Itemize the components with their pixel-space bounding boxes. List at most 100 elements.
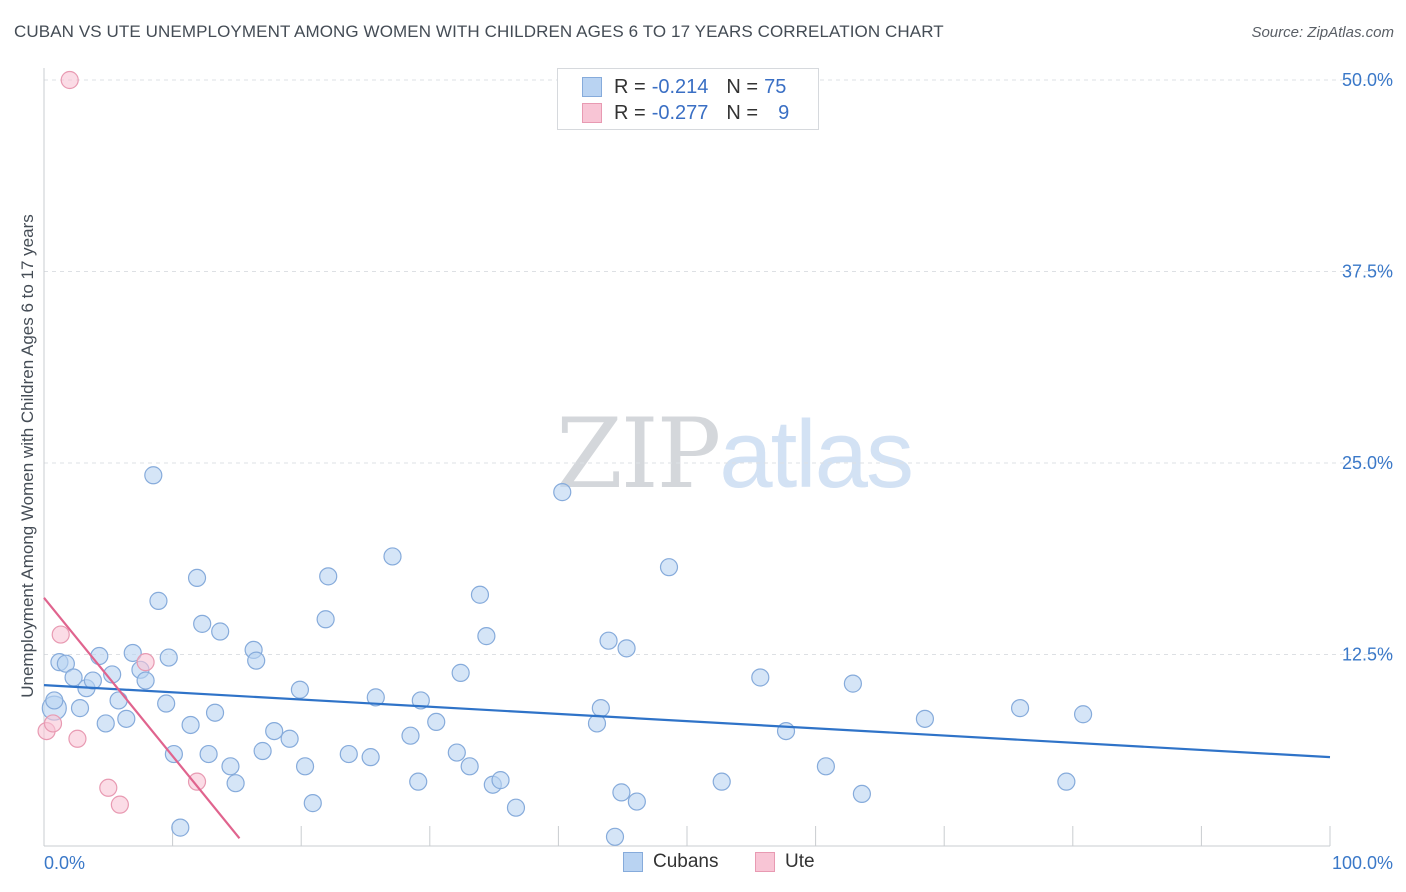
cubans-swatch (623, 852, 643, 872)
cubans-point (1057, 772, 1076, 791)
cubans-point (451, 663, 470, 682)
legend-row-cubans: R = -0.214 N = 75 (582, 74, 786, 100)
ute-trend-line (43, 597, 241, 840)
cubans-point (427, 712, 446, 732)
cubans-point (401, 726, 420, 745)
chart-title: CUBAN VS UTE UNEMPLOYMENT AMONG WOMEN WI… (14, 22, 944, 41)
cubans-point (164, 744, 183, 764)
cubans-trend-line (43, 684, 1331, 759)
cubans-point (90, 646, 109, 666)
legend-item-ute[interactable]: Ute (755, 851, 815, 873)
cubans-point (366, 688, 385, 707)
cubans-point (411, 691, 430, 710)
cubans-point (149, 591, 168, 610)
n-value: 9 (778, 101, 790, 124)
ute-point (99, 778, 118, 797)
cubans-point (159, 648, 178, 667)
cubans-point (339, 744, 358, 764)
cubans-point (144, 466, 163, 485)
cubans-point (193, 614, 212, 633)
cubans-point (83, 671, 102, 690)
cubans-point (123, 643, 142, 663)
cubans-point (852, 784, 871, 804)
cubans-point (599, 631, 618, 650)
legend-label: Cubans (653, 851, 719, 872)
ute-point (68, 729, 87, 748)
cubans-point (591, 699, 610, 718)
cubans-point (776, 721, 796, 741)
cubans-point (96, 714, 115, 733)
cubans-point (491, 771, 510, 790)
ute-point (136, 653, 155, 672)
watermark: ZIPatlas (556, 398, 914, 510)
cubans-point (506, 798, 526, 817)
cubans-point (265, 721, 284, 741)
cubans-point (226, 774, 245, 793)
ute-point (43, 714, 63, 733)
cubans-point (409, 772, 428, 791)
legend-label: Ute (785, 851, 815, 872)
cubans-point (383, 547, 402, 566)
cubans-point (253, 741, 272, 761)
cubans-point (915, 709, 935, 728)
ute-point (187, 772, 207, 791)
n-label: N = (726, 75, 759, 98)
n-value: 75 (764, 75, 787, 98)
cubans-point (221, 757, 240, 776)
cubans-point (45, 691, 64, 710)
cubans-point (56, 654, 75, 673)
ute-point (60, 70, 79, 90)
cubans-point (109, 691, 128, 710)
cubans-swatch (582, 77, 602, 97)
cubans-point (316, 610, 335, 629)
cubans-point (712, 772, 731, 791)
r-label: R = (614, 101, 646, 124)
cubans-point (290, 680, 310, 699)
cubans-point (1073, 705, 1093, 724)
legend-item-cubans[interactable]: Cubans (623, 851, 719, 873)
cubans-point (751, 668, 770, 687)
ute-swatch (582, 103, 602, 123)
cubans-point (460, 757, 479, 776)
cubans-point (843, 674, 862, 693)
cubans-point (157, 694, 176, 713)
correlation-legend: R = -0.214 N = 75 R = -0.277 N = 9 (557, 68, 819, 130)
cubans-point (319, 567, 338, 586)
cubans-point (187, 568, 207, 588)
cubans-point (211, 622, 230, 641)
cubans-point (627, 792, 646, 811)
n-label: N = (726, 101, 759, 124)
cubans-point (247, 651, 266, 670)
y-tick-label: 37.5% (1342, 262, 1393, 282)
x-tick-label: 100.0% (1332, 853, 1393, 873)
y-tick-label: 25.0% (1342, 453, 1393, 473)
watermark-zip: ZIP (556, 398, 721, 510)
cubans-point (199, 744, 218, 764)
cubans-point (181, 715, 200, 735)
cubans-point (605, 827, 625, 846)
cubans-point (447, 743, 466, 762)
cubans-point (205, 703, 225, 722)
legend-row-ute: R = -0.277 N = 9 (582, 100, 789, 126)
cubans-point (361, 748, 380, 767)
cubans-point (295, 757, 315, 776)
ute-point (51, 625, 70, 644)
ute-point (110, 795, 129, 814)
cubans-point (70, 699, 90, 718)
r-value: -0.214 (651, 75, 709, 98)
r-value: -0.277 (651, 101, 709, 124)
cubans-point (816, 757, 835, 776)
cubans-point (117, 709, 136, 728)
cubans-point (553, 483, 572, 502)
cubans-point (1010, 699, 1030, 718)
cubans-point (303, 794, 322, 813)
y-tick-label: 12.5% (1342, 645, 1393, 665)
cubans-point (617, 639, 636, 658)
r-label: R = (614, 75, 646, 98)
series-legend: Cubans Ute (0, 851, 1406, 877)
watermark-atlas: atlas (719, 401, 914, 508)
source-credit: Source: ZipAtlas.com (1251, 24, 1394, 41)
y-tick-label: 50.0% (1342, 70, 1393, 90)
x-tick-label: 0.0% (44, 853, 85, 873)
